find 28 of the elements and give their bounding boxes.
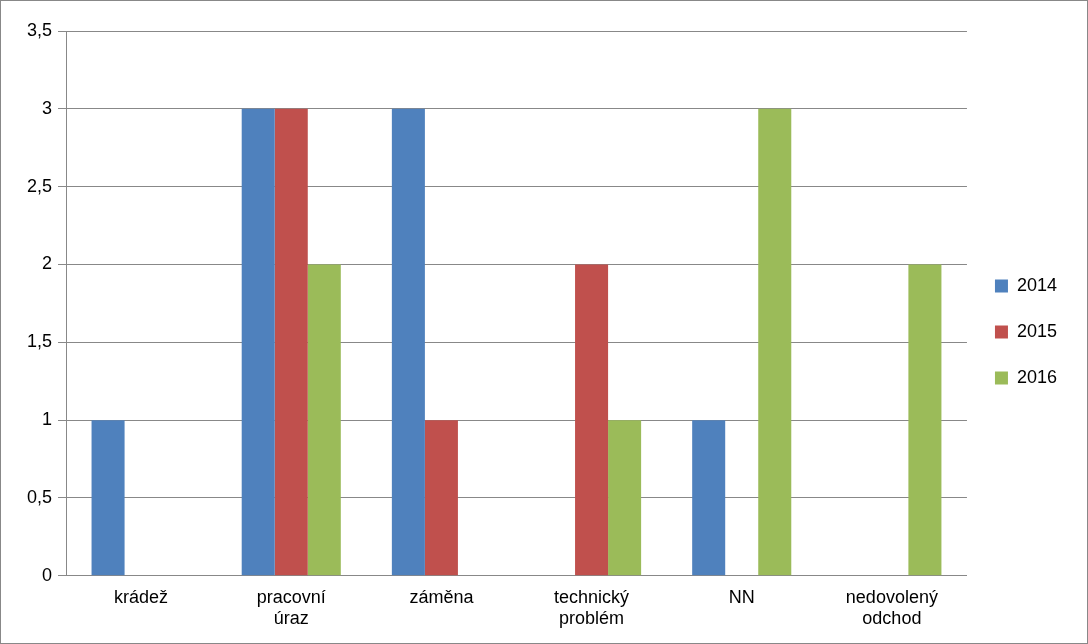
bar — [91, 420, 125, 576]
y-tick-label: 0,5 — [26, 486, 53, 507]
bar — [908, 264, 942, 576]
legend-label: 2015 — [1016, 320, 1057, 341]
y-tick-label: 2,5 — [26, 175, 53, 196]
y-tick-label: 3,5 — [26, 19, 53, 40]
bar — [608, 420, 642, 576]
x-tick-label: nedovolený odchod — [845, 586, 938, 629]
bar — [307, 264, 341, 576]
y-tick-label: 1 — [42, 409, 53, 430]
legend-label: 2014 — [1016, 274, 1057, 295]
bar — [391, 108, 425, 576]
y-tick-label: 0 — [42, 564, 53, 585]
x-tick-label: NN — [728, 586, 755, 607]
bar — [274, 108, 308, 576]
x-tick-label: pracovní úraz — [256, 586, 326, 629]
bar — [692, 420, 726, 576]
bar — [758, 108, 792, 576]
y-tick-label: 3 — [42, 97, 53, 118]
bar — [575, 264, 609, 576]
x-tick-label: záměna — [409, 586, 475, 607]
bar — [424, 420, 458, 576]
y-tick-label: 2 — [42, 253, 53, 274]
legend-label: 2016 — [1016, 366, 1057, 387]
bar — [241, 108, 275, 576]
y-tick-label: 1,5 — [26, 331, 53, 352]
x-tick-label: technický problém — [554, 586, 630, 629]
x-tick-label: krádež — [114, 586, 169, 607]
